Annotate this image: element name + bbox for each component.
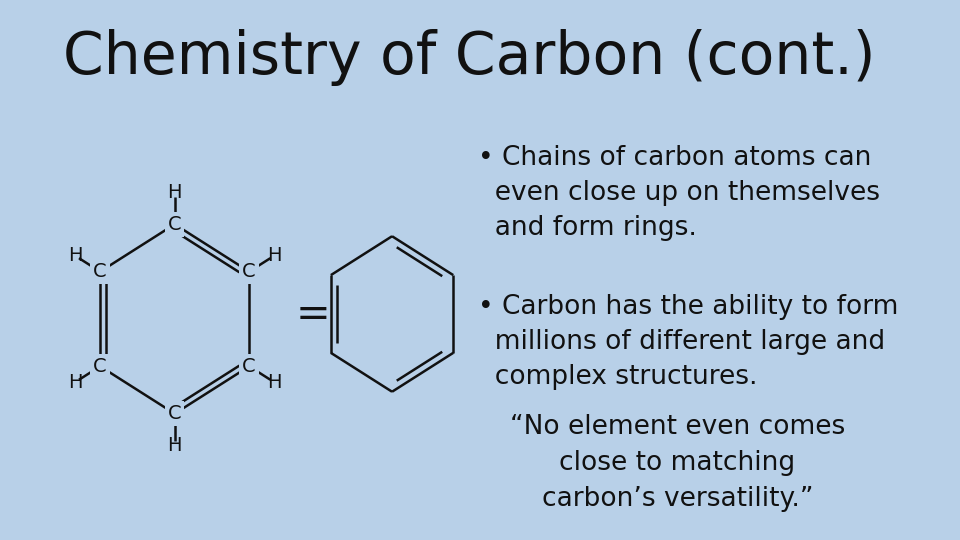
Text: C: C [242, 357, 256, 376]
Text: C: C [242, 262, 256, 281]
Text: H: H [167, 183, 181, 202]
Text: C: C [93, 262, 107, 281]
Text: H: H [167, 436, 181, 455]
Text: H: H [68, 373, 83, 392]
Text: C: C [168, 215, 181, 234]
Text: C: C [168, 404, 181, 423]
Text: H: H [267, 373, 281, 392]
Text: C: C [93, 357, 107, 376]
Text: H: H [68, 246, 83, 265]
Text: Chemistry of Carbon (cont.): Chemistry of Carbon (cont.) [62, 29, 876, 86]
Text: =: = [296, 293, 330, 335]
Text: H: H [267, 246, 281, 265]
Text: “No element even comes
close to matching
carbon’s versatility.”: “No element even comes close to matching… [510, 414, 845, 512]
Text: • Chains of carbon atoms can
  even close up on themselves
  and form rings.: • Chains of carbon atoms can even close … [478, 145, 880, 240]
Text: • Carbon has the ability to form
  millions of different large and
  complex str: • Carbon has the ability to form million… [478, 294, 899, 390]
